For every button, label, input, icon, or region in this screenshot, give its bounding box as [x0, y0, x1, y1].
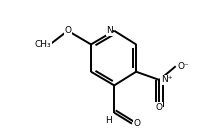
Text: O: O — [156, 103, 163, 112]
Text: O⁻: O⁻ — [177, 62, 189, 71]
Text: N: N — [106, 26, 113, 35]
Text: H: H — [105, 116, 112, 125]
Text: O: O — [64, 26, 71, 35]
Text: O: O — [133, 119, 140, 128]
Text: CH₃: CH₃ — [35, 40, 51, 49]
Text: N⁺: N⁺ — [161, 75, 172, 84]
